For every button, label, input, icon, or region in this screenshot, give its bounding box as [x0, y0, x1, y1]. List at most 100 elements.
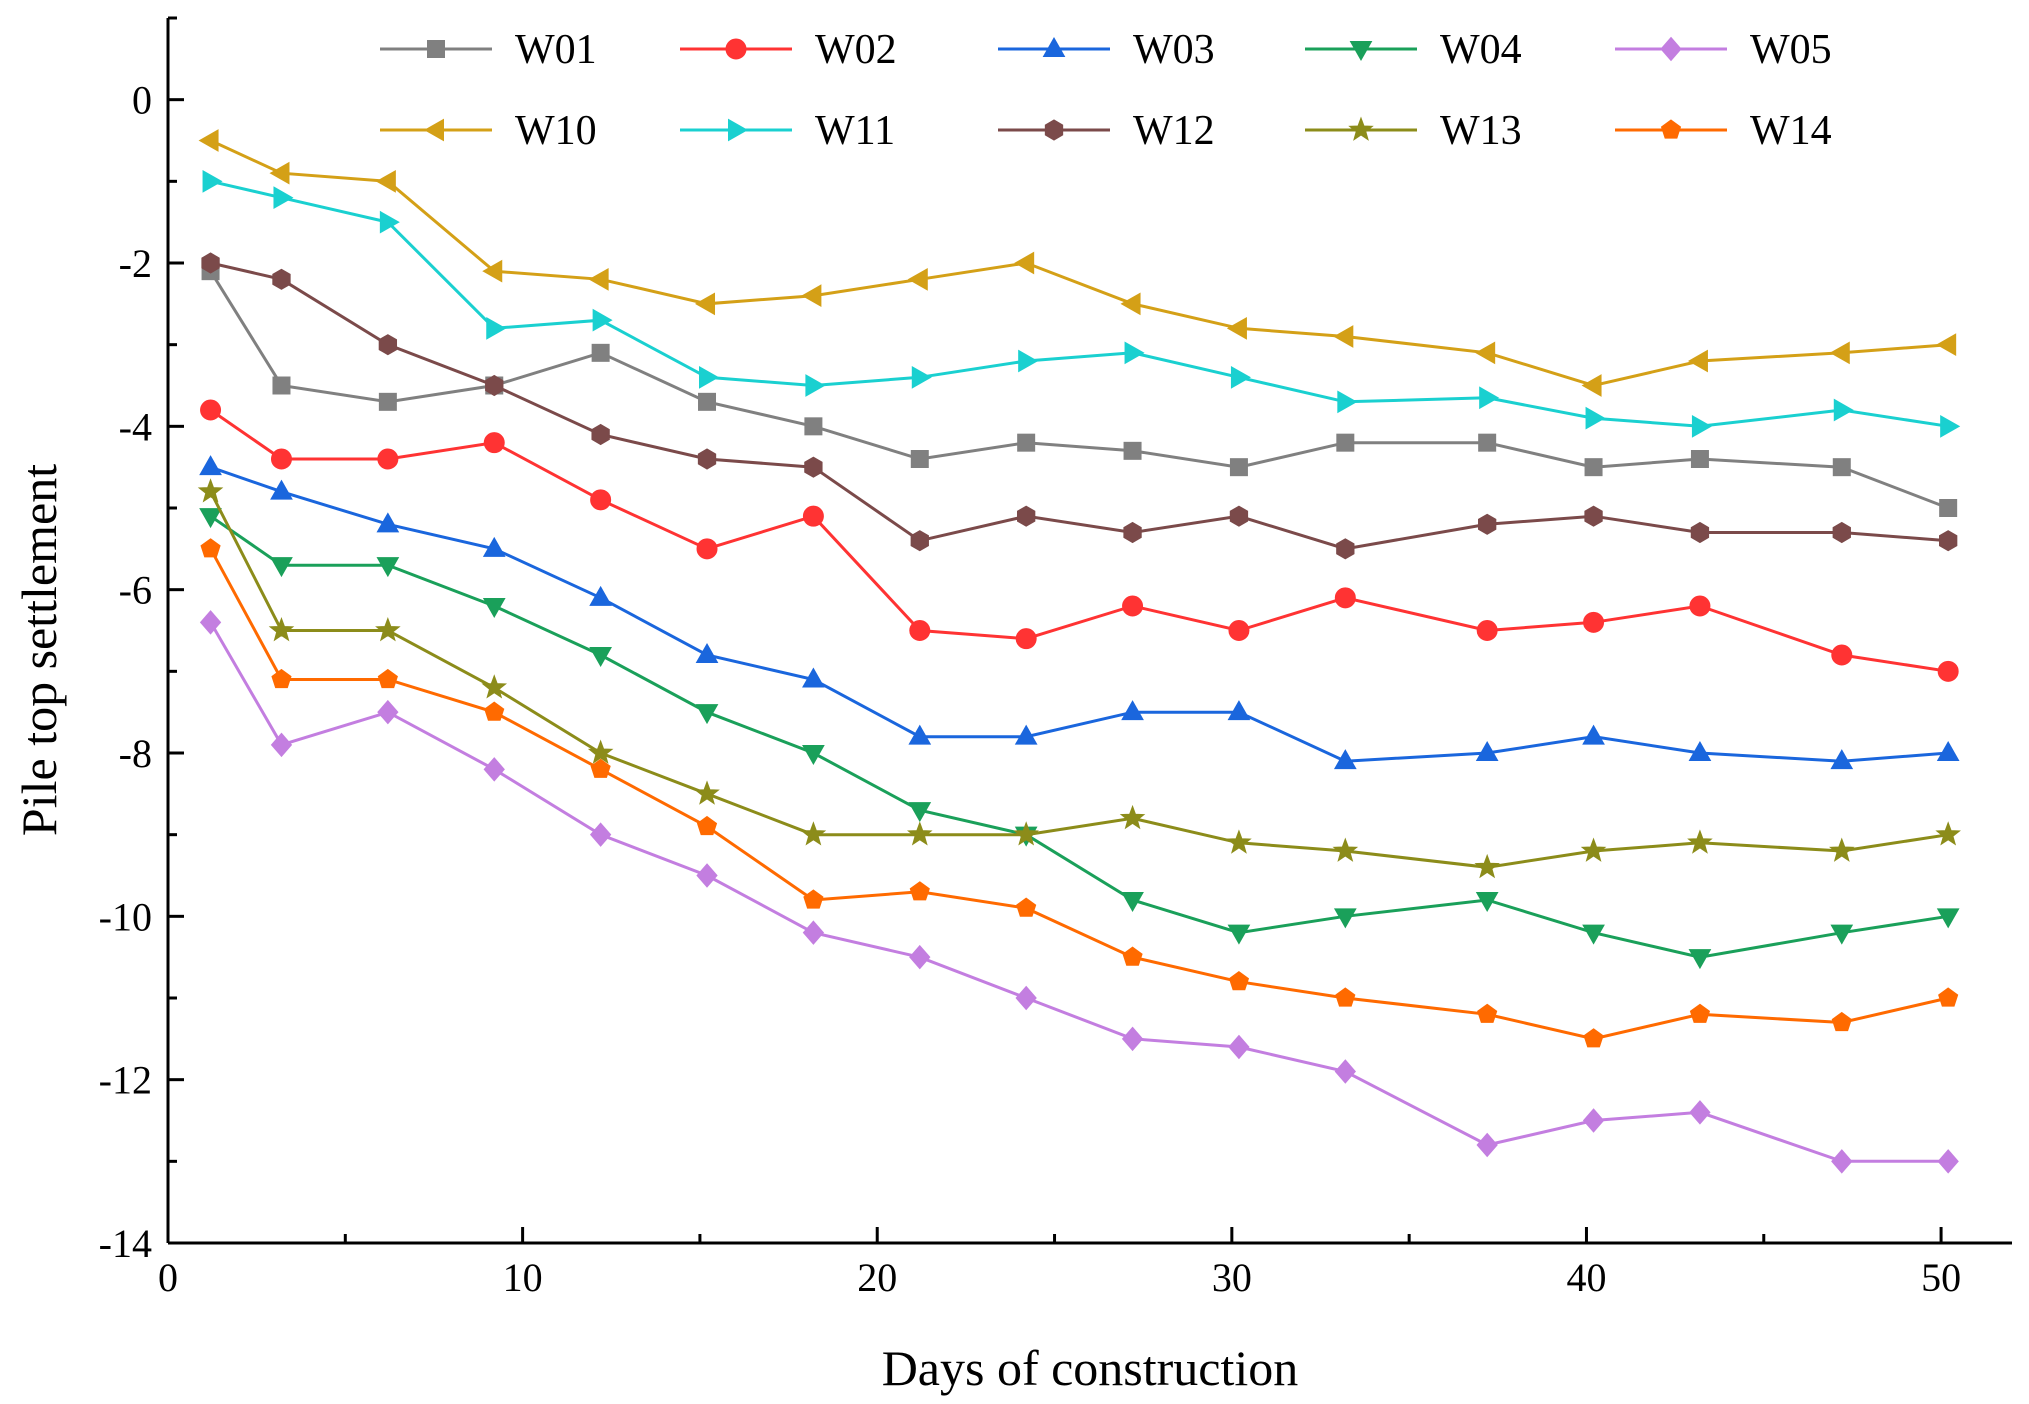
- series-line-w02: [209, 408, 1949, 673]
- data-point-w03: [695, 642, 719, 663]
- data-point-w05: [1228, 1034, 1250, 1060]
- data-point-w11: [273, 186, 294, 210]
- series-w05: [199, 610, 1959, 1174]
- data-point-w03: [376, 512, 400, 533]
- data-point-w03: [270, 479, 293, 500]
- series-line-w05: [209, 621, 1949, 1163]
- data-point-w13: [694, 780, 720, 805]
- data-point-w13: [1474, 853, 1500, 879]
- data-point-w04: [1936, 908, 1960, 929]
- series-line-w10: [209, 139, 1949, 388]
- legend: W01 W02 W03 W04 W05 W10 W11 W12 W13 W14: [380, 27, 1832, 154]
- x-tick-label: 30: [1212, 1255, 1252, 1300]
- data-point-w13: [587, 739, 614, 764]
- data-point-w14: [1938, 987, 1959, 1007]
- data-point-w02: [1689, 595, 1711, 617]
- series-w02: [200, 399, 1959, 682]
- data-point-w01: [272, 376, 291, 395]
- legend-label: W14: [1750, 108, 1832, 154]
- data-point-w12: [910, 530, 929, 552]
- data-point-w05: [589, 822, 612, 847]
- data-point-w13: [268, 617, 295, 642]
- y-tick-label: 0: [132, 78, 152, 123]
- data-point-w11: [1833, 398, 1854, 422]
- data-point-w10: [1120, 292, 1141, 316]
- data-point-w14: [377, 668, 398, 689]
- data-point-w03: [1688, 740, 1712, 761]
- data-point-w02: [1831, 644, 1853, 666]
- data-point-w13: [1332, 837, 1359, 862]
- data-point-w10: [1333, 325, 1354, 348]
- data-point-w14: [803, 889, 824, 909]
- data-point-w02: [377, 448, 399, 470]
- data-point-w02: [1228, 620, 1250, 641]
- legend-item-w04: W04: [1305, 27, 1522, 73]
- data-point-w11: [1230, 365, 1251, 389]
- legend-marker: [728, 118, 749, 142]
- data-point-w14: [1016, 897, 1037, 917]
- data-point-w13: [1687, 829, 1713, 854]
- data-point-w01: [804, 417, 823, 436]
- data-point-w10: [1475, 341, 1496, 365]
- data-point-w03: [1830, 749, 1854, 770]
- series-line-w03: [210, 465, 1949, 763]
- data-point-w04: [1688, 949, 1712, 970]
- data-point-w14: [696, 815, 718, 836]
- data-point-w14: [1477, 1003, 1498, 1023]
- data-point-w14: [271, 668, 292, 689]
- data-point-w04: [1121, 892, 1144, 913]
- data-point-w11: [379, 210, 400, 234]
- data-point-w05: [1015, 985, 1037, 1011]
- data-point-w01: [1123, 441, 1142, 460]
- legend-label: W13: [1440, 108, 1522, 154]
- legend-marker: [1660, 36, 1682, 62]
- series-line-w13: [209, 491, 1949, 869]
- data-point-w14: [590, 758, 611, 778]
- x-tick-label: 20: [857, 1255, 897, 1300]
- data-point-w13: [375, 617, 401, 642]
- data-point-w01: [910, 450, 929, 468]
- y-tick-label: -12: [99, 1058, 152, 1103]
- legend-label: W01: [515, 27, 597, 73]
- data-point-w04: [1830, 924, 1854, 945]
- data-point-w05: [1689, 1100, 1711, 1125]
- legend-item-w12: W12: [998, 108, 1215, 154]
- data-point-w03: [482, 536, 506, 557]
- data-point-w12: [1690, 521, 1710, 544]
- data-point-w05: [1121, 1026, 1144, 1052]
- legend-marker: [725, 38, 747, 60]
- data-point-w01: [1478, 433, 1497, 452]
- legend-item-w14: W14: [1615, 108, 1832, 154]
- data-point-w10: [1687, 349, 1708, 373]
- data-point-w10: [269, 161, 290, 185]
- data-point-w04: [589, 647, 612, 668]
- data-point-w03: [1121, 700, 1144, 721]
- data-point-w10: [801, 284, 822, 308]
- data-point-w14: [200, 538, 221, 558]
- data-point-w02: [1122, 595, 1144, 617]
- data-point-w04: [908, 802, 932, 823]
- data-point-w12: [1336, 538, 1355, 560]
- data-point-w03: [908, 724, 932, 745]
- data-point-w04: [695, 704, 719, 725]
- x-tick-label: 10: [503, 1255, 543, 1300]
- data-point-w12: [485, 374, 504, 397]
- data-point-w14: [1335, 987, 1356, 1007]
- data-point-w01: [378, 392, 397, 411]
- data-point-w02: [590, 489, 612, 511]
- y-tick-label: -4: [119, 404, 152, 449]
- data-point-w01: [1939, 499, 1958, 517]
- data-point-w01: [1690, 450, 1709, 468]
- data-point-w13: [906, 821, 933, 846]
- data-point-w05: [199, 610, 222, 635]
- data-point-w10: [907, 267, 928, 291]
- data-point-w14: [909, 881, 930, 901]
- series-w04: [199, 508, 1960, 970]
- data-point-w05: [377, 699, 399, 725]
- data-point-w13: [1935, 821, 1961, 846]
- legend-label: W04: [1440, 27, 1522, 73]
- data-point-w02: [1476, 620, 1498, 641]
- data-point-w01: [1336, 433, 1355, 452]
- legend-item-w05: W05: [1615, 27, 1832, 73]
- data-point-w13: [1013, 821, 1039, 846]
